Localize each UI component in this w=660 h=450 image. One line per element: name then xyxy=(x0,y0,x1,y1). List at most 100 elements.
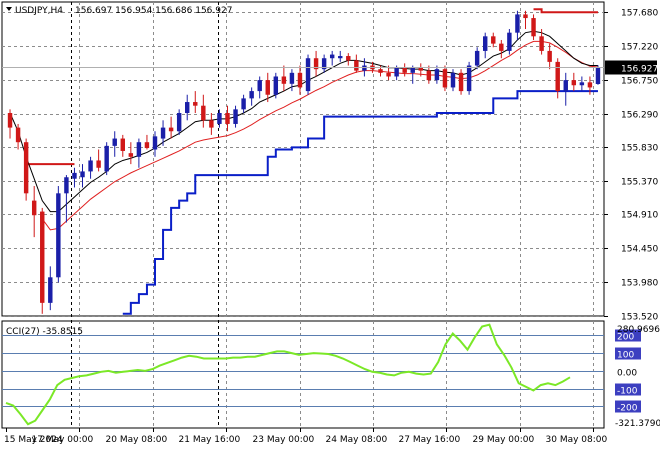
candle-body xyxy=(112,138,117,146)
candles xyxy=(7,10,601,314)
time-tick-label: 17 May 00:00 xyxy=(32,435,94,445)
candle-body xyxy=(587,82,593,88)
candle-body xyxy=(539,36,544,51)
candle-body xyxy=(233,109,238,124)
cci-level-label: -100 xyxy=(617,387,638,397)
candle-body xyxy=(442,69,448,88)
price-tick-label: 153.520 xyxy=(621,313,658,323)
time-tick-label: 27 May 16:00 xyxy=(399,435,461,445)
candle-body xyxy=(595,67,601,85)
candle-body xyxy=(483,36,488,51)
time-tick-label: 23 May 00:00 xyxy=(253,435,315,445)
candle-body xyxy=(354,60,359,71)
candle-body xyxy=(329,54,335,59)
cci-line xyxy=(5,323,571,426)
cci-level-box xyxy=(615,383,641,396)
candle-body xyxy=(523,14,528,19)
cci-level-label: 100 xyxy=(617,351,634,361)
cci-title: CCI(27) -35.8515 xyxy=(6,327,83,337)
candle-body xyxy=(394,67,399,77)
candle-body xyxy=(410,67,415,73)
candle-body xyxy=(249,91,254,99)
time-tick-label: 15 May 2024 xyxy=(4,435,63,445)
time-tick-label: 30 May 08:00 xyxy=(546,435,608,445)
price-tick-label: 154.910 xyxy=(621,211,658,221)
time-tick-label: 24 May 08:00 xyxy=(326,435,388,445)
symbol-menu-icon[interactable] xyxy=(6,7,12,11)
trailing-stop-long xyxy=(122,90,598,315)
candle-body xyxy=(23,142,29,194)
candle-body xyxy=(273,76,279,95)
ma-slow-line xyxy=(41,40,599,231)
candle-body xyxy=(305,58,311,92)
symbol-title: USDJPY,H4 xyxy=(15,6,63,16)
candle-body xyxy=(225,112,230,124)
candle-body xyxy=(434,69,440,81)
price-tick-label: 156.750 xyxy=(621,77,658,87)
time-tick-label: 21 May 16:00 xyxy=(179,435,241,445)
ohlc-values: 156.697 156.954 156.686 156.927 xyxy=(75,6,232,16)
candle-body xyxy=(289,72,295,84)
candle-body xyxy=(72,172,77,179)
candle-body xyxy=(346,56,351,61)
current-price-label: 156.927 xyxy=(621,65,658,75)
candle-body xyxy=(378,69,383,73)
candle-body xyxy=(201,105,206,121)
candle-body xyxy=(579,82,585,86)
candle-body xyxy=(96,160,101,168)
cci-level-box xyxy=(615,400,641,413)
cci-level-label: 0.00 xyxy=(617,369,637,379)
candle-body xyxy=(458,72,464,92)
candle-body xyxy=(7,112,13,128)
candle-body xyxy=(48,277,53,303)
sub-panel-border xyxy=(1,320,605,429)
vertical-separators xyxy=(71,2,219,428)
candle-body xyxy=(426,70,432,81)
candle-body xyxy=(56,193,61,278)
candle-body xyxy=(466,65,472,92)
price-tick-label: 157.680 xyxy=(621,9,658,19)
candle-body xyxy=(128,153,134,157)
price-tick-label: 155.370 xyxy=(621,178,658,188)
candle-body xyxy=(193,102,198,106)
candle-body xyxy=(531,18,536,37)
candle-body xyxy=(241,98,246,110)
cci-level-box xyxy=(615,329,641,342)
candle-body xyxy=(418,67,423,71)
candle-body xyxy=(40,211,45,303)
candle-body xyxy=(257,80,262,92)
candle-body xyxy=(321,58,327,70)
price-tick-label: 154.450 xyxy=(621,245,658,255)
candle-body xyxy=(152,136,158,150)
candle-body xyxy=(104,145,109,172)
candle-body xyxy=(31,200,37,216)
candle-body xyxy=(491,36,496,44)
main-panel-border xyxy=(1,1,605,317)
time-tick-label: 29 May 00:00 xyxy=(473,435,535,445)
candle-body xyxy=(168,127,174,132)
price-tick-label: 153.980 xyxy=(621,279,658,289)
candle-body xyxy=(507,32,512,51)
trailing-stop-lines xyxy=(26,8,598,315)
cci-level-box xyxy=(615,347,641,360)
candle-body xyxy=(362,65,367,71)
candle-body xyxy=(80,171,85,178)
candle-body xyxy=(297,72,303,88)
candle-body xyxy=(547,50,552,62)
grid xyxy=(1,1,605,429)
candle-body xyxy=(265,80,270,95)
candle-body xyxy=(386,72,391,77)
price-tick-label: 155.830 xyxy=(621,144,658,154)
candle-body xyxy=(571,80,577,86)
cci-panel: 200 100 0.00 -100 -200 280.9696 -321.3790 xyxy=(2,323,660,429)
candle-body xyxy=(88,160,93,172)
moving-averages xyxy=(9,30,599,231)
candle-body xyxy=(338,56,343,59)
cci-level-label: -200 xyxy=(617,404,638,414)
candle-body xyxy=(176,112,182,132)
candle-body xyxy=(15,127,21,143)
candle-body xyxy=(120,138,125,151)
candle-body xyxy=(563,80,568,92)
